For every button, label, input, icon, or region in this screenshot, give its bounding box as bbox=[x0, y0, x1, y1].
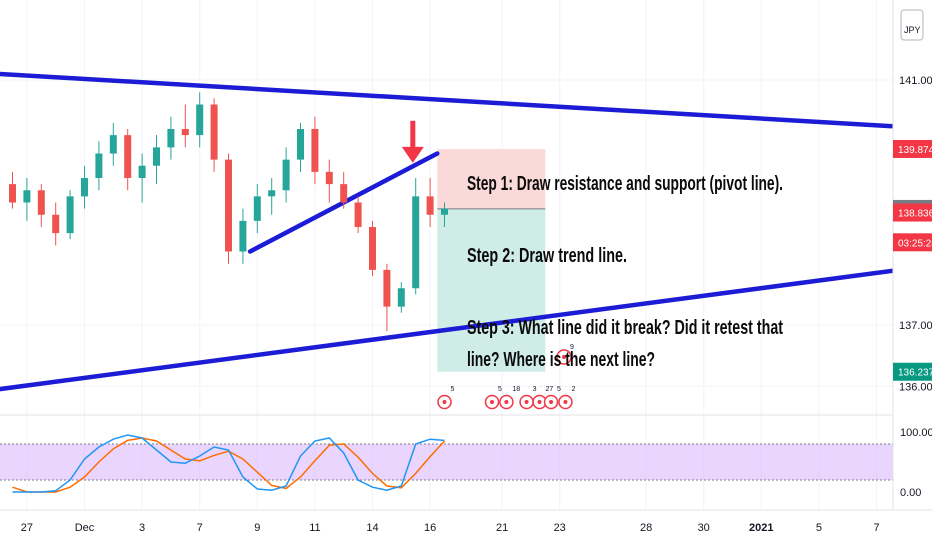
event-markers[interactable]: 5 5 18 3 27 5 29 bbox=[437, 344, 575, 410]
step-notes: Step 1: Draw resistance and support (piv… bbox=[467, 173, 783, 371]
support-line bbox=[0, 263, 932, 392]
currency-box bbox=[900, 9, 924, 41]
price-tick-label: 136.000 bbox=[899, 381, 932, 393]
time-tick-label: 7 bbox=[197, 522, 203, 534]
event-dot bbox=[524, 400, 529, 404]
price-tick-label: 137.000 bbox=[899, 320, 932, 332]
candle-body bbox=[397, 288, 405, 307]
time-tick-label: 16 bbox=[424, 522, 436, 534]
price-tick-label: 141.000 bbox=[899, 75, 932, 87]
time-tick-label: 11 bbox=[309, 522, 320, 534]
candle-body bbox=[412, 196, 420, 289]
time-tick-label: 27 bbox=[21, 522, 33, 534]
event-dot bbox=[563, 400, 568, 404]
price-tag bbox=[893, 233, 932, 252]
price-tag-label: 03:25:24 bbox=[898, 238, 932, 249]
candle-body bbox=[210, 104, 218, 160]
event-dot bbox=[549, 400, 554, 404]
price-tag-label: 139.874 bbox=[898, 145, 932, 156]
candle-body bbox=[239, 220, 247, 252]
step-note: Step 2: Draw trend line. bbox=[467, 245, 627, 267]
price-tag bbox=[893, 203, 932, 222]
event-dot bbox=[504, 400, 509, 404]
event-count: 2 bbox=[571, 386, 575, 393]
candle-body bbox=[253, 196, 261, 221]
step-note: Step 1: Draw resistance and support (piv… bbox=[467, 173, 783, 195]
resistance-line bbox=[0, 71, 932, 131]
event-count: 5 bbox=[451, 386, 455, 393]
down-arrow-marker bbox=[401, 120, 424, 163]
candle-body bbox=[95, 153, 103, 178]
time-tick-label: 9 bbox=[254, 522, 260, 534]
candle-body bbox=[369, 227, 376, 270]
time-tick-label: 2021 bbox=[749, 522, 773, 534]
candle-body bbox=[37, 190, 45, 215]
candle-body bbox=[109, 135, 117, 154]
candle-body bbox=[167, 129, 175, 148]
oscillator-band bbox=[0, 444, 893, 480]
event-dot bbox=[537, 400, 542, 404]
candle-body bbox=[426, 196, 434, 215]
currency-label: JPY bbox=[904, 25, 921, 35]
stoch-k-line bbox=[12, 434, 445, 493]
stop-loss-zone bbox=[437, 148, 546, 209]
event-count: 18 bbox=[512, 386, 520, 393]
time-tick-label: 14 bbox=[366, 522, 378, 534]
take-profit-zone bbox=[437, 208, 546, 372]
candle-body bbox=[268, 190, 276, 197]
stochastic-panel bbox=[0, 434, 893, 493]
step-note: Step 3: What line did it break? Did it r… bbox=[467, 317, 783, 339]
time-tick-label: 3 bbox=[139, 522, 145, 534]
price-tag-label: 138.836 bbox=[898, 209, 932, 220]
price-tag-label: 136.237 bbox=[898, 368, 932, 379]
candle-body bbox=[181, 129, 189, 136]
candle-body bbox=[196, 104, 204, 136]
event-dot bbox=[442, 400, 447, 404]
time-tick-label: 23 bbox=[554, 522, 566, 534]
position-zones[interactable] bbox=[437, 148, 546, 372]
candle-body bbox=[124, 135, 132, 178]
candles bbox=[9, 92, 448, 332]
candle-body bbox=[282, 159, 290, 191]
time-tick-label: Dec bbox=[75, 522, 95, 534]
event-count: 27 bbox=[546, 386, 554, 393]
arrow-head bbox=[401, 146, 424, 163]
time-tick-label: 30 bbox=[698, 522, 710, 534]
candle-body bbox=[441, 208, 448, 215]
candle-body bbox=[325, 171, 333, 185]
oscillator-tick-label: 0.00 bbox=[900, 487, 921, 499]
time-tick-label: 7 bbox=[873, 522, 879, 534]
candle-body bbox=[311, 129, 319, 172]
price-tag bbox=[893, 362, 932, 381]
candle-body bbox=[383, 269, 391, 307]
event-dot bbox=[490, 400, 495, 404]
step-note: line? Where is the next line? bbox=[467, 349, 655, 371]
time-tick-label: 5 bbox=[816, 522, 822, 534]
time-tick-label: 21 bbox=[496, 522, 508, 534]
price-axis-bg bbox=[893, 0, 932, 550]
candle-body bbox=[66, 196, 74, 234]
time-tick-label: 28 bbox=[640, 522, 652, 534]
candle-body bbox=[153, 147, 160, 166]
price-tag bbox=[893, 139, 932, 158]
oscillator-tick-label: 100.00 bbox=[900, 427, 932, 439]
candle-body bbox=[23, 190, 31, 203]
candle-body bbox=[354, 202, 362, 227]
event-count: 5 bbox=[557, 386, 561, 393]
candle-body bbox=[9, 184, 16, 203]
event-count: 9 bbox=[570, 344, 574, 351]
candle-body bbox=[297, 129, 304, 160]
candle-body bbox=[225, 159, 232, 252]
event-dot bbox=[562, 355, 567, 359]
event-count: 3 bbox=[533, 386, 537, 393]
candle-body bbox=[340, 184, 348, 203]
event-count: 5 bbox=[498, 386, 502, 393]
candle-body bbox=[138, 165, 146, 178]
candle-body bbox=[52, 214, 60, 234]
candle-body bbox=[81, 178, 88, 197]
